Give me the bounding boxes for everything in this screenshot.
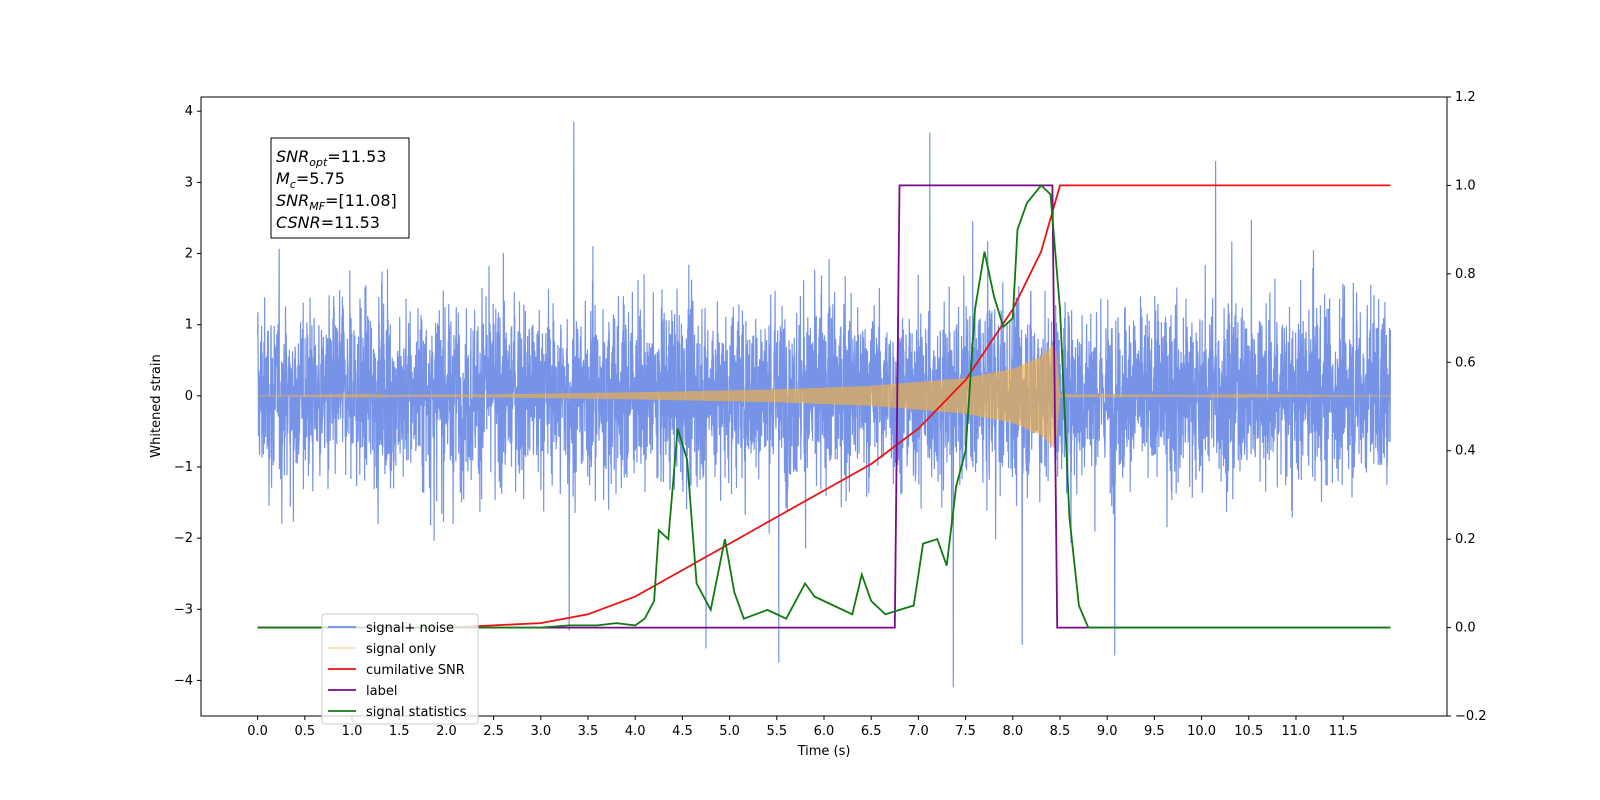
signal-noise-line <box>257 121 1391 688</box>
x-tick-label: 7.5 <box>955 724 976 739</box>
annotation-symbol: CSNR <box>276 213 321 232</box>
legend-label: signal+ noise <box>366 621 454 636</box>
annotation-subscript: MF <box>309 200 325 213</box>
x-tick-label: 6.5 <box>861 724 882 739</box>
right-y-tick-label: 1.0 <box>1455 178 1476 193</box>
left-y-tick-label: −3 <box>174 602 193 617</box>
legend-frame <box>321 613 479 725</box>
annotation-value: =5.75 <box>296 169 345 188</box>
x-tick-label: 4.5 <box>672 724 693 739</box>
right-y-tick-label: 0.2 <box>1455 532 1476 547</box>
legend-label: signal statistics <box>366 705 467 720</box>
right-y-axis: −0.2 0.0 0.2 0.4 0.6 0.8 1.0 1.2 <box>1447 90 1487 724</box>
series-signal-statistics <box>257 184 1391 629</box>
x-tick-label: 5.5 <box>766 724 787 739</box>
left-y-tick-label: −4 <box>174 673 193 688</box>
x-tick-label: 11.5 <box>1329 724 1358 739</box>
x-tick-label: 10.5 <box>1234 724 1263 739</box>
series-signal-only <box>257 343 1391 449</box>
x-tick-label: 4.0 <box>625 724 646 739</box>
x-tick-label: 9.5 <box>1144 724 1165 739</box>
x-tick-label: 3.0 <box>530 724 551 739</box>
annotation-line: CSNR=11.53 <box>276 213 380 232</box>
x-tick-label: 2.0 <box>436 724 457 739</box>
left-y-tick-label: −1 <box>174 460 193 475</box>
x-tick-label: 8.0 <box>1002 724 1023 739</box>
x-tick-label: 0.0 <box>247 724 268 739</box>
left-y-tick-label: 4 <box>185 104 193 119</box>
right-y-tick-label: 1.2 <box>1455 90 1476 105</box>
left-y-tick-label: 0 <box>185 389 193 404</box>
legend: signal+ noise signal only cumilative SNR la… <box>321 613 479 725</box>
left-y-tick-label: 1 <box>185 318 193 333</box>
right-y-tick-label: 0.6 <box>1455 355 1476 370</box>
annotation-line: Mc=5.75 <box>276 169 345 191</box>
left-y-tick-label: 3 <box>185 175 193 190</box>
x-tick-label: 10.0 <box>1187 724 1216 739</box>
x-tick-label: 9.0 <box>1097 724 1118 739</box>
x-tick-label: 5.0 <box>719 724 740 739</box>
x-tick-label: 11.0 <box>1281 724 1310 739</box>
legend-label: label <box>366 684 397 699</box>
annotation-subscript: c <box>290 178 296 191</box>
right-y-tick-label: 0.0 <box>1455 621 1476 636</box>
x-axis-label: Time (s) <box>797 744 851 759</box>
annotation-symbol: SNR <box>276 191 309 210</box>
y-axis-label: Whitened strain <box>149 354 164 457</box>
x-tick-label: 6.0 <box>814 724 835 739</box>
metrics-annotation-box: SNRopt=11.53Mc=5.75SNRMF=[11.08]CSNR=11.… <box>270 137 410 239</box>
left-y-tick-label: 2 <box>185 247 193 262</box>
x-tick-label: 1.0 <box>342 724 363 739</box>
annotation-line: SNRopt=11.53 <box>276 147 387 169</box>
series-cumilative-snr <box>257 184 1391 629</box>
series-layer <box>257 121 1391 688</box>
annotation-line: SNRMF=[11.08] <box>276 191 397 213</box>
annotation-symbol: SNR <box>276 147 309 166</box>
right-y-tick-label: 0.8 <box>1455 267 1476 282</box>
x-tick-label: 1.5 <box>389 724 410 739</box>
annotation-box-frame <box>270 137 410 239</box>
annotation-symbol: M <box>276 169 290 188</box>
signal-only-line <box>257 343 1391 449</box>
left-y-tick-label: −2 <box>174 531 193 546</box>
left-y-axis: −4 −3 −2 −1 0 1 2 3 4 <box>174 104 201 688</box>
right-y-tick-label: −0.2 <box>1455 709 1487 724</box>
x-tick-label: 0.5 <box>294 724 315 739</box>
signal-statistics-line <box>257 184 1391 629</box>
legend-label: signal only <box>366 642 436 657</box>
x-axis: 0.0 0.5 1.0 1.5 2.0 2.5 3.0 3.5 4.0 4.5 5.0 5.5 6.0 6… <box>247 716 1358 739</box>
x-tick-label: 7.0 <box>908 724 929 739</box>
annotation-value: =[11.08] <box>325 191 397 210</box>
x-tick-label: 2.5 <box>483 724 504 739</box>
right-y-tick-label: 0.4 <box>1455 444 1476 459</box>
series-signal-noise <box>257 121 1391 688</box>
x-tick-label: 8.5 <box>1050 724 1071 739</box>
annotation-value: =11.53 <box>327 147 386 166</box>
annotation-subscript: opt <box>309 156 328 169</box>
cumilative-snr-line <box>257 184 1391 629</box>
x-tick-label: 3.5 <box>578 724 599 739</box>
legend-label: cumilative SNR <box>366 663 465 678</box>
annotation-value: =11.53 <box>321 213 380 232</box>
